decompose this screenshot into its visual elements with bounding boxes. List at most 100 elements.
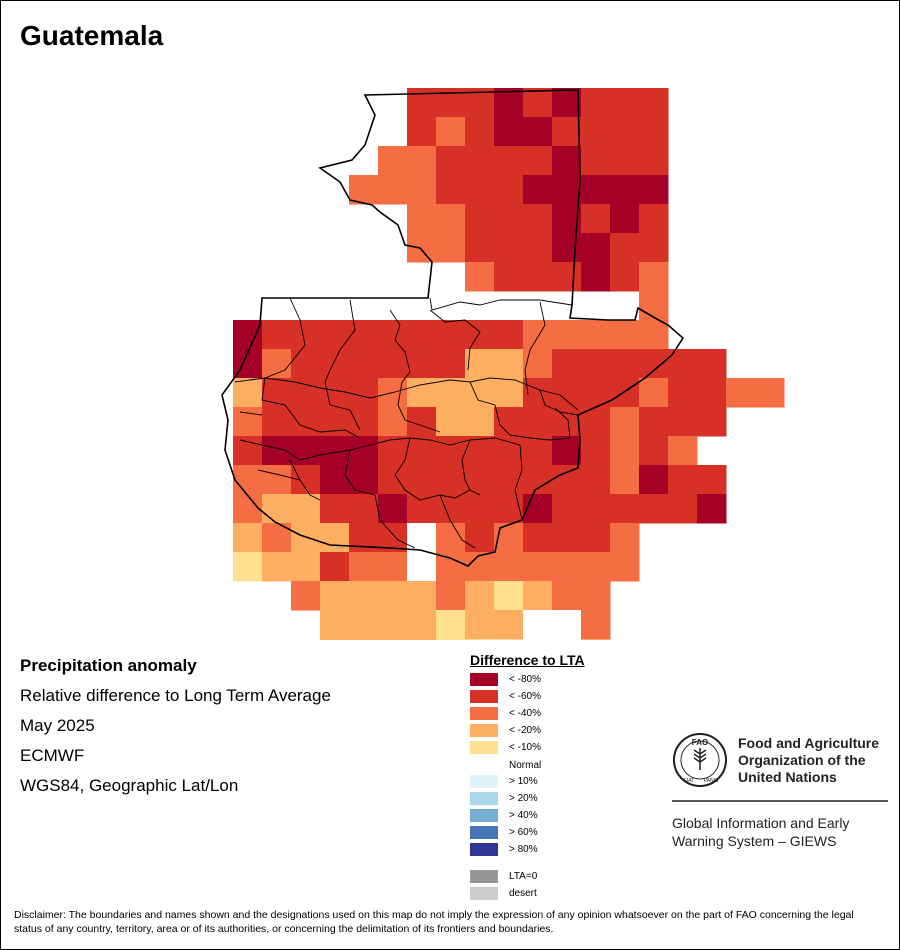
- legend-item: > 40%: [470, 808, 538, 822]
- legend-swatch: [470, 740, 498, 754]
- grid-cell: [407, 523, 437, 553]
- grid-cell: [465, 552, 495, 582]
- grid-cell: [610, 204, 640, 234]
- grid-cell: [697, 378, 727, 408]
- grid-cell: [610, 378, 640, 408]
- giews-name: Global Information and Early Warning Sys…: [672, 814, 888, 850]
- grid-cell: [407, 639, 437, 640]
- legend-swatch: [470, 706, 498, 720]
- grid-cell: [436, 233, 466, 263]
- legend-swatch: [470, 842, 498, 856]
- legend-swatch: [470, 758, 498, 772]
- legend-item: < -80%: [470, 672, 541, 686]
- grid-cell: [581, 204, 611, 234]
- grid-cell: [407, 204, 437, 234]
- grid-cell: [523, 262, 553, 292]
- grid-cell: [552, 117, 582, 147]
- grid-cell: [407, 552, 437, 582]
- grid-cell: [552, 610, 582, 640]
- grid-cell: [291, 407, 321, 437]
- grid-cell: [436, 204, 466, 234]
- grid-cell: [436, 436, 466, 466]
- grid-cell: [407, 581, 437, 611]
- grid-cell: [378, 639, 408, 640]
- grid-cell: [523, 494, 553, 524]
- grid-cell: [581, 494, 611, 524]
- grid-cell: [291, 581, 321, 611]
- grid-cell: [639, 407, 669, 437]
- grid-cell: [465, 262, 495, 292]
- grid-cell: [581, 117, 611, 147]
- grid-cell: [581, 320, 611, 350]
- grid-cell: [349, 465, 379, 495]
- grid-cell: [378, 581, 408, 611]
- grid-cell: [233, 378, 263, 408]
- grid-cell: [320, 349, 350, 379]
- grid-cell: [639, 320, 669, 350]
- grid-cell: [494, 465, 524, 495]
- grid-cell: [668, 378, 698, 408]
- grid-cell: [494, 175, 524, 205]
- legend-item: > 10%: [470, 774, 538, 788]
- grid-cell: [349, 407, 379, 437]
- map-title: Guatemala: [20, 20, 164, 51]
- fao-motto-panis: PANIS: [704, 778, 719, 784]
- grid-cell: [233, 407, 263, 437]
- grid-cell: [291, 378, 321, 408]
- grid-cell: [610, 88, 640, 118]
- legend-item: desert: [470, 886, 537, 900]
- legend-label: > 40%: [509, 809, 538, 821]
- grid-cell: [436, 378, 466, 408]
- grid-cell: [291, 320, 321, 350]
- grid-cell: [378, 436, 408, 466]
- grid-cell: [436, 117, 466, 147]
- legend-label: Normal: [509, 759, 542, 771]
- grid-cell: [320, 465, 350, 495]
- grid-cell: [581, 349, 611, 379]
- grid-cell: [610, 552, 640, 582]
- grid-cell: [436, 175, 466, 205]
- grid-cell: [494, 146, 524, 176]
- fao-name-line-3: United Nations: [738, 768, 837, 785]
- grid-cell: [610, 117, 640, 147]
- grid-cell: [465, 146, 495, 176]
- grid-cell: [436, 349, 466, 379]
- info-projection: WGS84, Geographic Lat/Lon: [20, 776, 239, 795]
- grid-cell: [407, 146, 437, 176]
- grid-cell: [639, 88, 669, 118]
- grid-cell: [320, 494, 350, 524]
- grid-cell: [407, 320, 437, 350]
- legend-swatch: [470, 774, 498, 788]
- grid-cell: [639, 436, 669, 466]
- legend-label: > 10%: [509, 775, 538, 787]
- grid-cell: [639, 146, 669, 176]
- logo-divider: [672, 800, 888, 802]
- grid-cell: [494, 523, 524, 553]
- grid-cell: [291, 465, 321, 495]
- legend-label: > 20%: [509, 792, 538, 804]
- grid-cell: [552, 436, 582, 466]
- legend-item: Normal: [470, 758, 541, 772]
- giews-line-2: Warning System – GIEWS: [672, 833, 837, 849]
- grid-cell: [552, 146, 582, 176]
- fao-emblem-icon: FAO FIAT PANIS: [673, 733, 727, 787]
- grid-cell: [552, 378, 582, 408]
- grid-cell: [378, 146, 408, 176]
- grid-cell: [639, 175, 669, 205]
- grid-cell: [552, 320, 582, 350]
- grid-cell: [610, 262, 640, 292]
- grid-cell: [581, 610, 611, 640]
- grid-cell: [349, 610, 379, 640]
- legend-label: < -40%: [509, 707, 541, 719]
- grid-cell: [407, 436, 437, 466]
- grid-cell: [494, 436, 524, 466]
- grid-cell: [436, 581, 466, 611]
- grid-cell: [465, 349, 495, 379]
- department-boundaries: [234, 297, 579, 549]
- grid-cell: [552, 175, 582, 205]
- grid-cell: [552, 465, 582, 495]
- grid-cell: [465, 523, 495, 553]
- grid-cell: [523, 436, 553, 466]
- grid-cell: [320, 523, 350, 553]
- info-period: May 2025: [20, 716, 95, 735]
